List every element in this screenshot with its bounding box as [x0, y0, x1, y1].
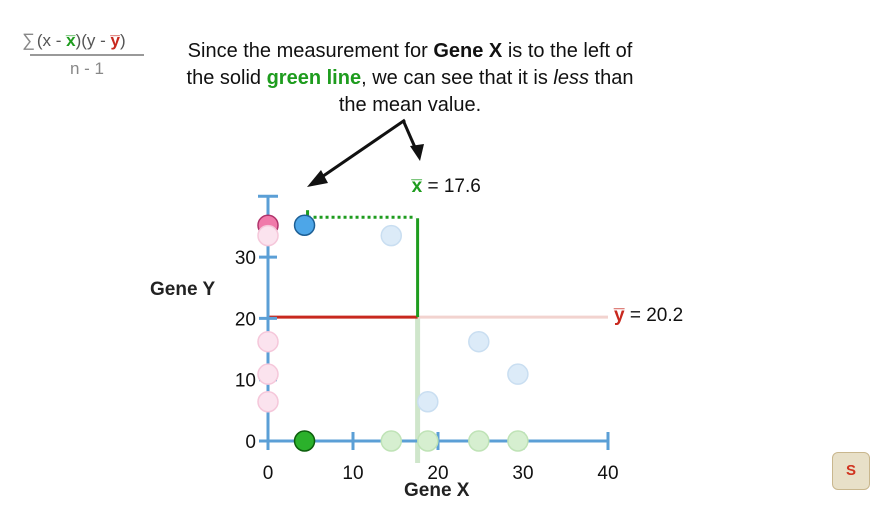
caption-green: green line	[266, 67, 362, 89]
arrowhead-icon	[410, 144, 424, 161]
y-projection-point	[257, 391, 279, 413]
arrow-to-point	[312, 118, 406, 185]
formula-part: )	[120, 31, 126, 50]
x-projection-point	[468, 430, 490, 452]
formula-part: )(y -	[75, 31, 111, 50]
x-projection-point	[293, 430, 316, 452]
x-projection-point	[380, 430, 402, 452]
y-tick-label: 10	[235, 371, 256, 392]
y-mean-value: = 20.2	[624, 305, 684, 327]
caption-text: Since the measurement for	[187, 40, 434, 62]
formula-ybar: y̅	[110, 31, 120, 50]
data-point	[293, 214, 316, 236]
y-tick-label: 20	[235, 309, 256, 330]
formula-part: (x -	[36, 31, 67, 50]
y-axis-title: Gene Y	[150, 279, 216, 300]
sigma-symbol: ∑	[22, 30, 35, 50]
formula-xbar: x̅	[66, 31, 76, 50]
fraction-bar	[30, 54, 144, 56]
x-tick-label: 20	[427, 463, 448, 484]
x-projection-point	[507, 430, 529, 452]
y-projection-point	[257, 363, 279, 385]
y-projection-point	[257, 224, 279, 247]
channel-logo-icon: S	[832, 452, 870, 490]
data-point	[468, 330, 490, 353]
x-mean-value: = 17.6	[422, 176, 481, 198]
formula-numerator: ∑ (x - x̅)(y - y̅)	[22, 30, 152, 51]
caption-text: , we can see that it is	[361, 67, 554, 89]
y-mean-symbol: y̅	[614, 305, 625, 327]
data-point	[380, 224, 402, 247]
x-tick-label: 30	[512, 463, 533, 484]
arrowhead-icon	[307, 170, 328, 187]
x-mean-label: x̅ = 17.6	[412, 176, 481, 198]
x-projection-point	[417, 430, 439, 452]
caption-text: than the mean value.	[338, 67, 634, 116]
x-axis-title: Gene X	[404, 480, 470, 501]
x-mean-symbol: x̅	[411, 176, 423, 198]
y-tick-label: 0	[245, 432, 256, 453]
x-tick-label: 0	[263, 463, 274, 484]
y-tick-label: 30	[235, 248, 256, 269]
x-tick-label: 10	[342, 463, 363, 484]
covariance-formula: ∑ (x - x̅)(y - y̅) n - 1	[22, 30, 152, 79]
caption-text: is to the left of the solid	[186, 40, 633, 89]
data-point	[507, 363, 529, 385]
caption-bold: Gene X	[433, 40, 503, 62]
explanation-caption: Since the measurement for Gene X is to t…	[180, 38, 640, 119]
caption-italic: less	[553, 67, 589, 89]
data-point	[417, 391, 439, 413]
y-mean-label: y̅ = 20.2	[614, 305, 683, 327]
y-projection-point	[257, 330, 279, 353]
formula-denominator: n - 1	[69, 59, 105, 78]
x-tick-label: 40	[597, 463, 618, 484]
